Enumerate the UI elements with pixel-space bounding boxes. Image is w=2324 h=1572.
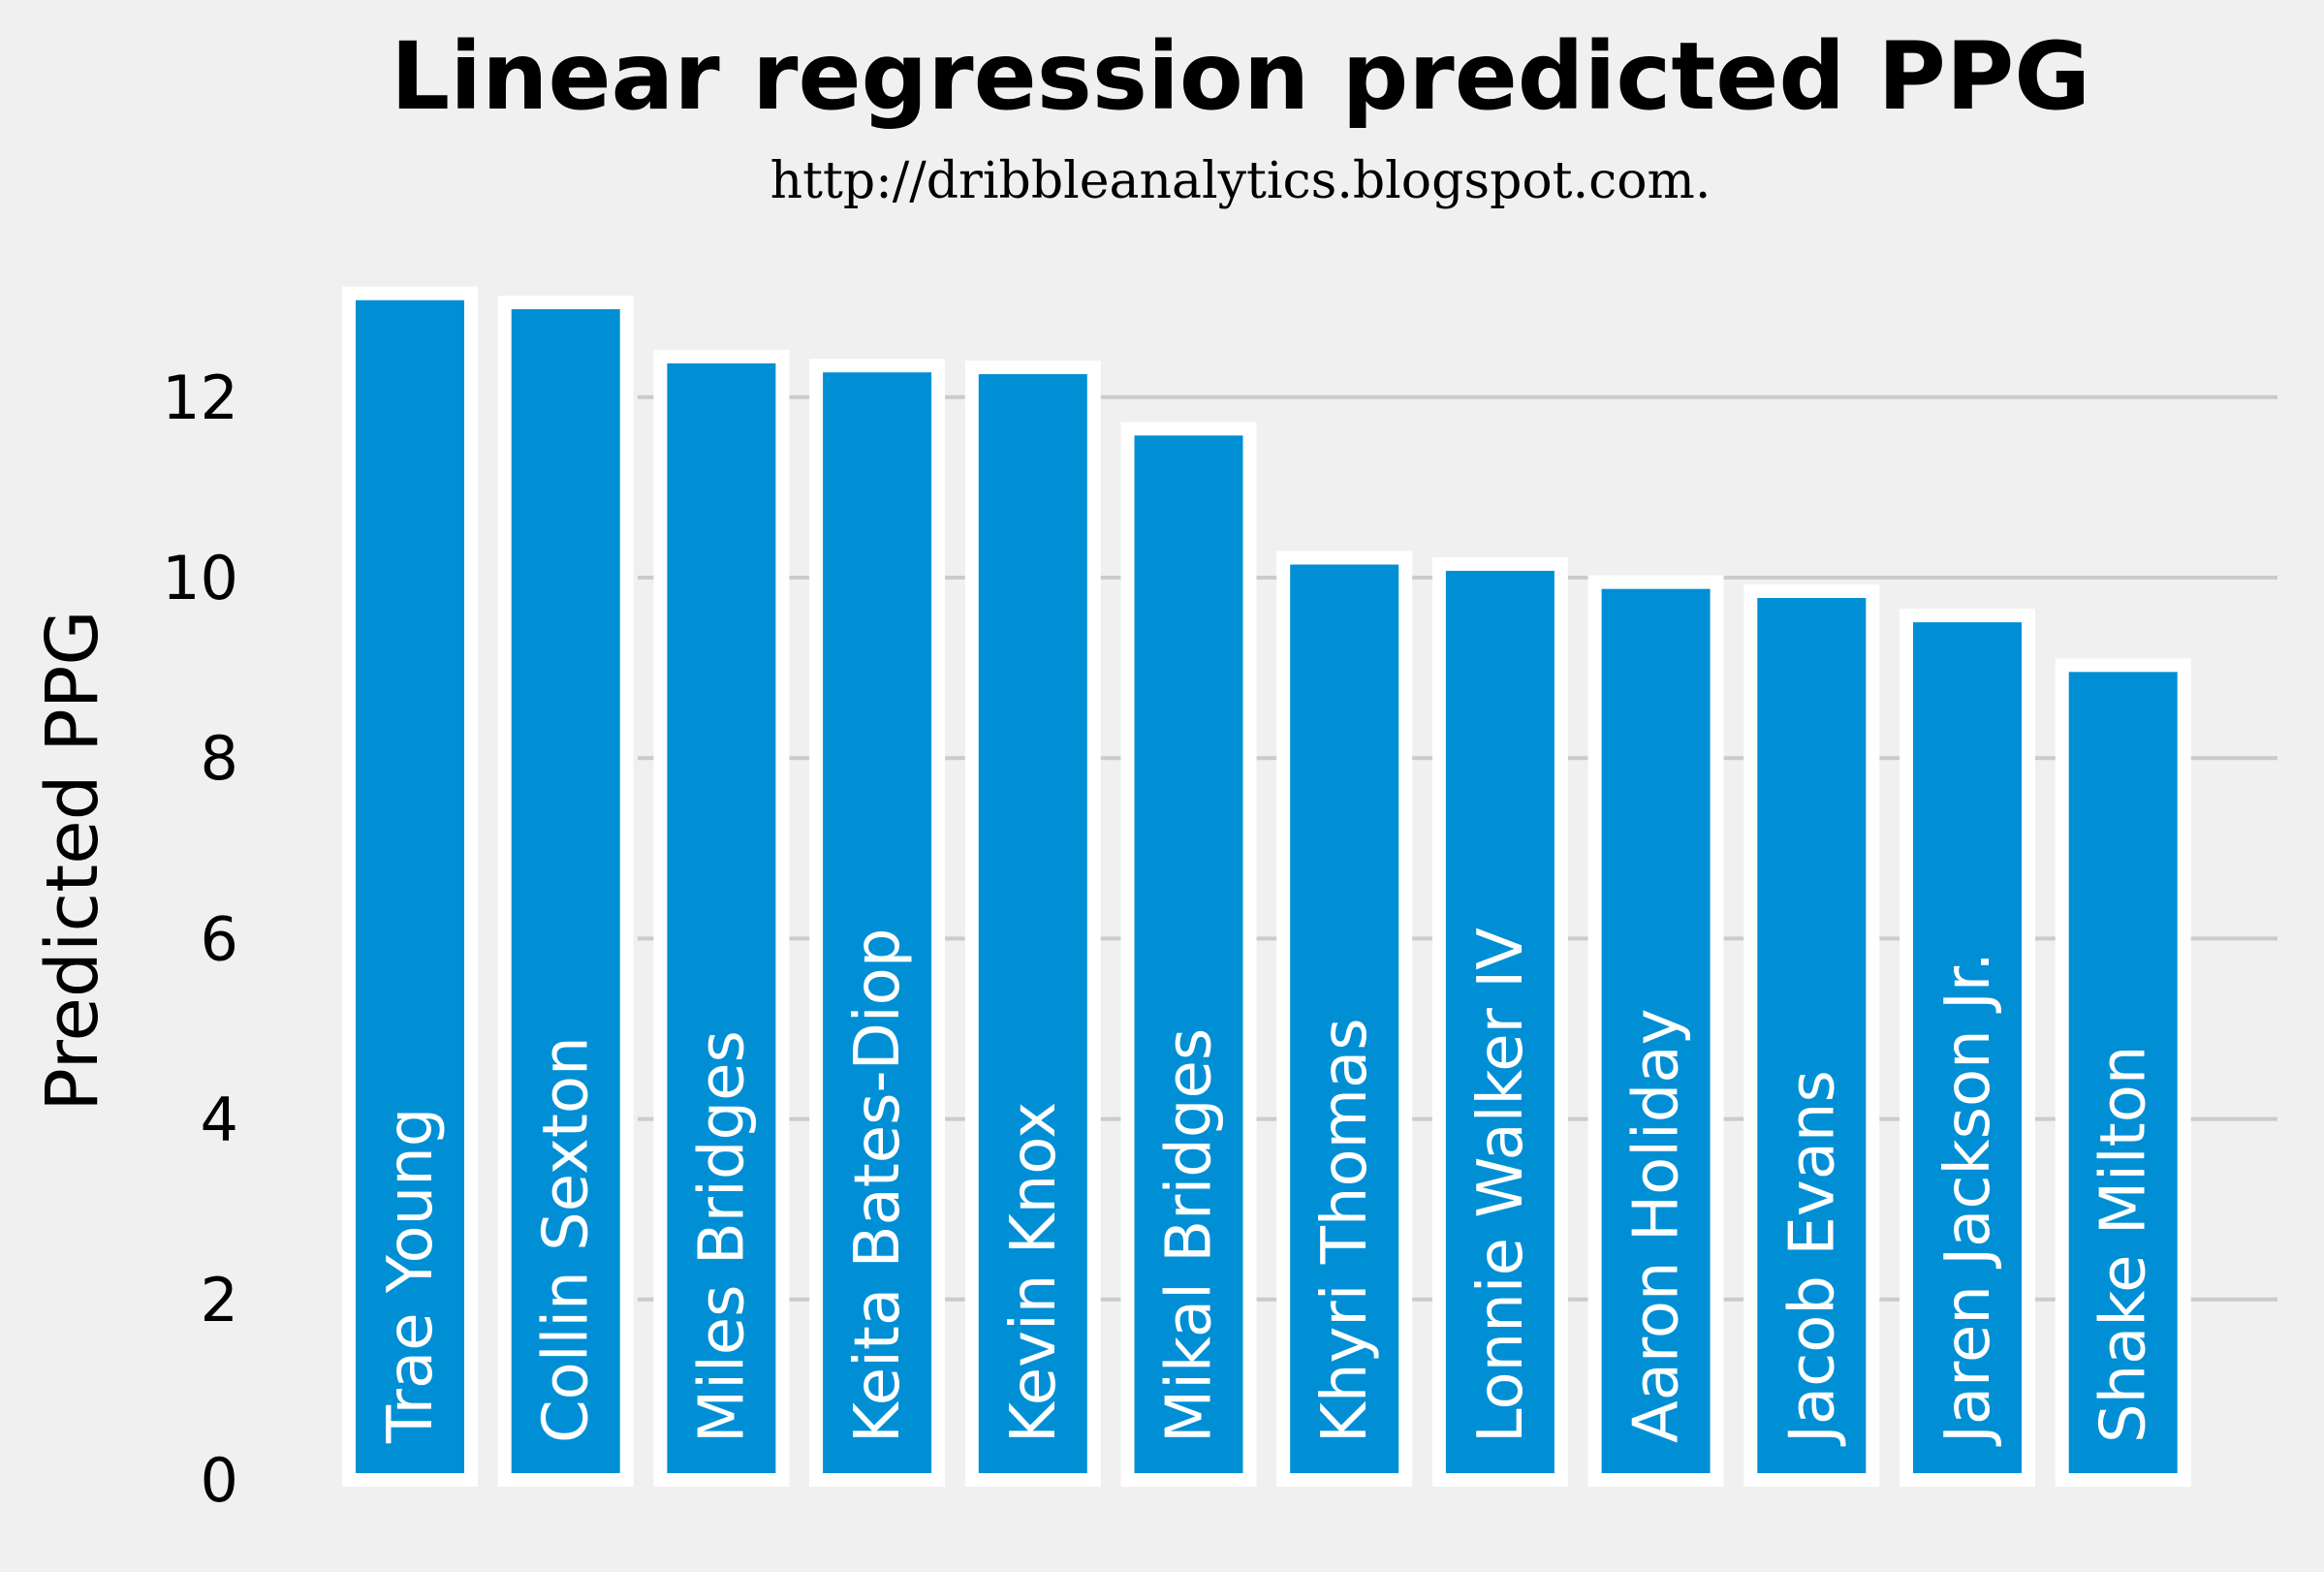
bar-label: Collin Sexton <box>531 1036 603 1443</box>
y-tick-label: 4 <box>201 1085 238 1155</box>
bar-label: Khyri Thomas <box>1309 1018 1381 1443</box>
bar-label: Kevin Knox <box>998 1102 1070 1443</box>
bar <box>2055 658 2191 1487</box>
bar-labels: Trae Young Collin Sexton Miles Bridges Keit… <box>375 927 2160 1447</box>
bar <box>809 359 946 1488</box>
y-tick-label: 10 <box>162 543 238 613</box>
bars <box>342 286 2191 1488</box>
chart-subtitle: http://dribbleanalytics.blogspot.com. <box>770 152 1712 210</box>
bar-label: Jacob Evans <box>1776 1070 1848 1447</box>
bar <box>1587 575 1724 1487</box>
y-tick-label: 6 <box>201 903 238 974</box>
bar <box>1120 422 1257 1487</box>
chart-title: Linear regression predicted PPG <box>391 22 2090 131</box>
bar <box>1431 557 1568 1487</box>
y-axis-ticks: 0 2 4 6 8 10 12 <box>162 362 238 1516</box>
bar <box>342 286 478 1487</box>
y-tick-label: 0 <box>201 1445 238 1516</box>
y-tick-label: 2 <box>201 1265 238 1336</box>
bar <box>1276 550 1413 1487</box>
bar-label: Trae Young <box>375 1108 447 1444</box>
y-tick-label: 8 <box>201 723 238 794</box>
bar <box>497 296 634 1487</box>
bar <box>1900 609 2035 1487</box>
bar-label: Aaron Holiday <box>1621 1008 1693 1443</box>
bar-label: Keita Bates-Diop <box>842 928 914 1443</box>
bar <box>1743 583 1880 1487</box>
y-axis-label: Predicted PPG <box>31 610 114 1112</box>
bar <box>653 349 790 1487</box>
bar-label: Miles Bridges <box>686 1030 758 1443</box>
bar-label: Jaren Jackson Jr. <box>1932 952 2004 1447</box>
bar-label: Shake Milton <box>2088 1046 2160 1444</box>
y-tick-label: 12 <box>162 362 238 433</box>
bar-label: Lonnie Walker IV <box>1465 927 1537 1443</box>
bar <box>964 361 1101 1487</box>
bar-label: Mikal Bridges <box>1154 1028 1226 1443</box>
